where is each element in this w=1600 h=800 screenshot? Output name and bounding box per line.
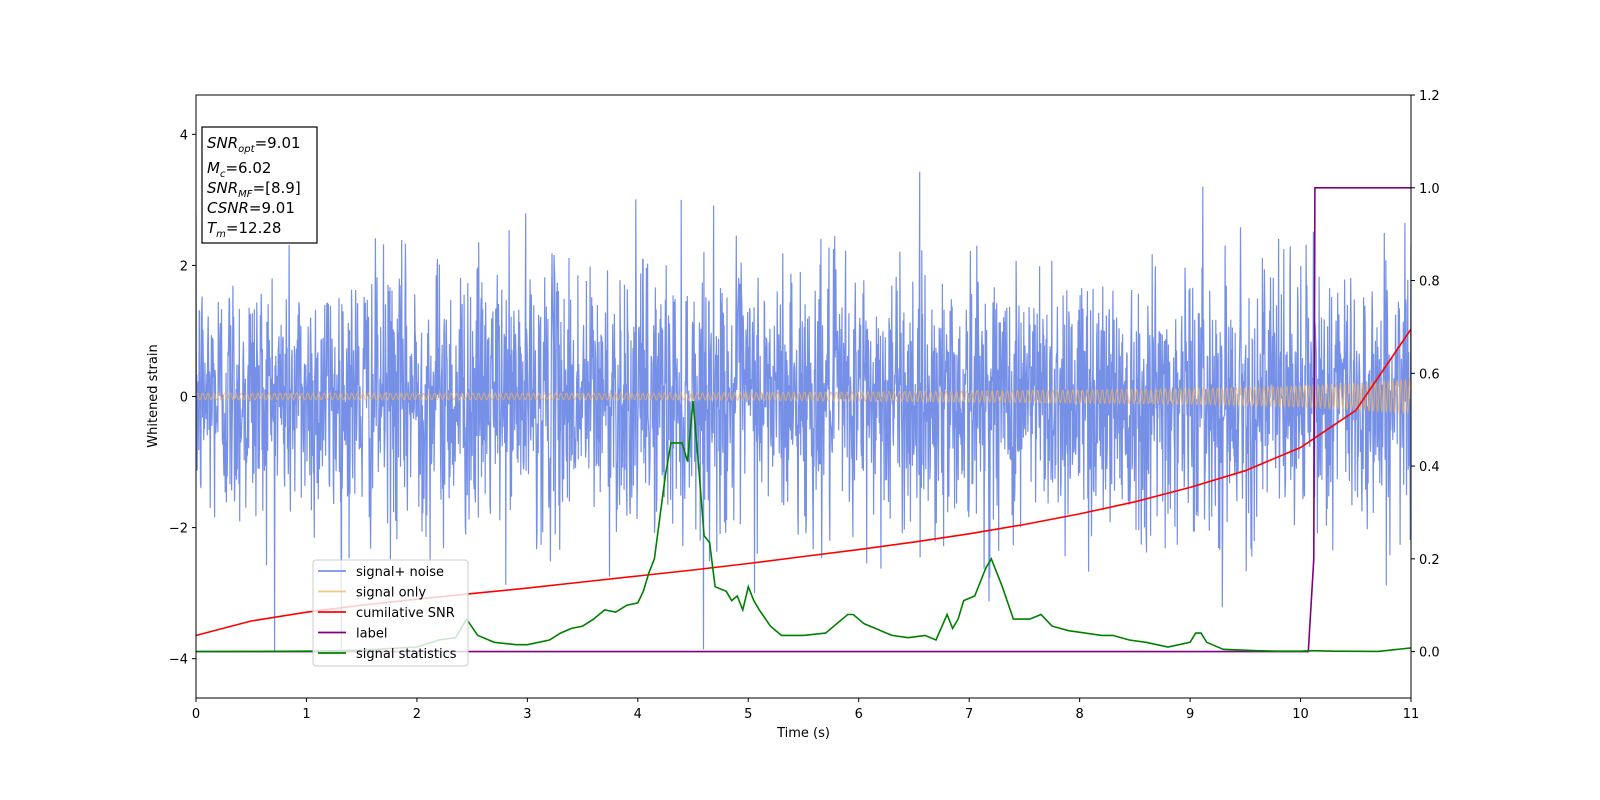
annotation-snr-mf: SNRMF=[8.9] xyxy=(207,179,301,200)
x-tick-label: 3 xyxy=(523,707,531,722)
x-tick-label: 10 xyxy=(1292,707,1309,722)
x-tick-label: 4 xyxy=(634,707,642,722)
x-tick-label: 9 xyxy=(1186,707,1194,722)
legend-label: signal statistics xyxy=(356,647,457,662)
x-axis-label: Time (s) xyxy=(776,726,830,741)
legend-label: signal only xyxy=(356,586,426,601)
x-tick-label: 0 xyxy=(192,707,200,722)
legend-label: label xyxy=(356,627,387,642)
legend-label: signal+ noise xyxy=(356,565,444,580)
series-signal-noise xyxy=(196,171,1411,653)
annotation-box: SNRopt=9.01 Mc=6.02 SNRMF=[8.9] CSNR=9.0… xyxy=(201,126,318,244)
y2-tick-label: 1.0 xyxy=(1419,182,1440,197)
y-tick-label: 2 xyxy=(180,259,188,274)
y-tick-label: −4 xyxy=(169,653,188,668)
x-tick-label: 2 xyxy=(413,707,421,722)
legend-label: cumilative SNR xyxy=(356,606,455,621)
x-tick-label: 7 xyxy=(965,707,973,722)
y2-tick-label: 0.4 xyxy=(1419,460,1440,475)
legend: signal+ noise signal only cumilative SNR la… xyxy=(312,559,469,667)
x-tick-label: 6 xyxy=(855,707,863,722)
y2-tick-label: 1.2 xyxy=(1419,89,1440,104)
y2-tick-label: 0.2 xyxy=(1419,553,1440,568)
x-tick-label: 8 xyxy=(1075,707,1083,722)
series-signal-statistics xyxy=(196,401,1411,653)
y-axis-label: Whitened strain xyxy=(146,344,161,447)
y-tick-label: 4 xyxy=(180,128,188,143)
y2-tick-label: 0.0 xyxy=(1419,646,1440,661)
y-tick-label: −2 xyxy=(169,522,188,537)
series-signal-only xyxy=(196,377,1411,415)
annotation-tm: Tm=12.28 xyxy=(207,219,281,240)
series-label xyxy=(196,187,1411,653)
y2-tick-label: 0.6 xyxy=(1419,367,1440,382)
x-tick-label: 5 xyxy=(744,707,752,722)
x-tick-label: 1 xyxy=(302,707,310,722)
y2-tick-label: 0.8 xyxy=(1419,275,1440,290)
x-tick-label: 11 xyxy=(1403,707,1420,722)
annotation-csnr: CSNR=9.01 xyxy=(207,199,295,217)
annotation-mc: Mc=6.02 xyxy=(207,159,271,180)
y-tick-label: 0 xyxy=(180,391,188,406)
annotation-snr-opt: SNRopt=9.01 xyxy=(207,134,301,155)
